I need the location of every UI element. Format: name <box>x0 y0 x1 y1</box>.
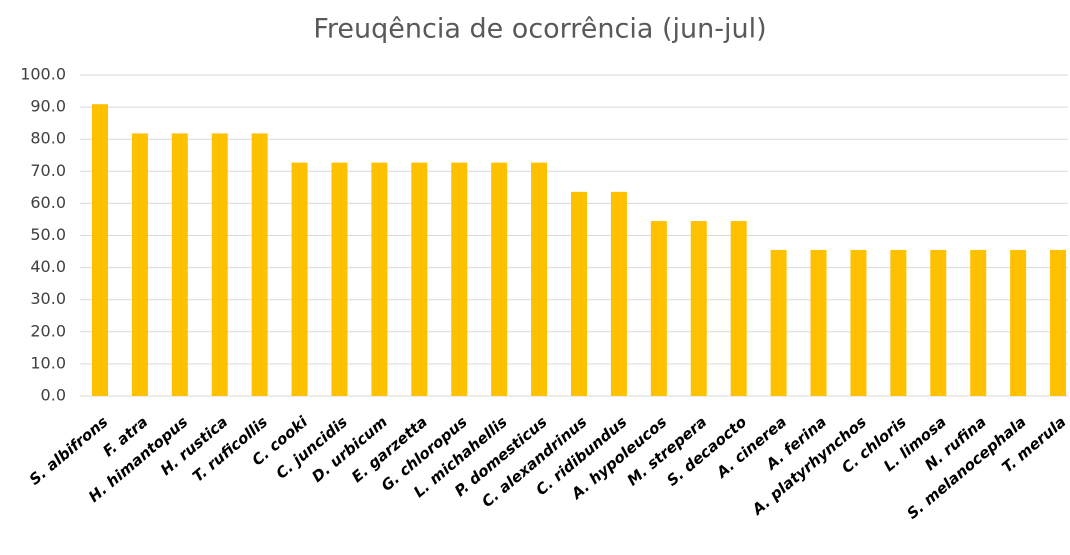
bar <box>1050 249 1067 396</box>
bar <box>291 162 308 396</box>
bar <box>491 162 508 396</box>
bar <box>970 249 987 396</box>
bar <box>770 249 787 396</box>
bar <box>690 221 707 396</box>
bar <box>251 133 268 396</box>
bar <box>890 249 907 396</box>
bar <box>131 133 148 396</box>
bar <box>1010 249 1027 396</box>
bar <box>371 162 388 396</box>
bar <box>650 221 667 396</box>
x-tick-label: S. albifrons <box>26 413 112 489</box>
bar <box>171 133 188 396</box>
y-tick-label: 20.0 <box>30 321 66 340</box>
bar <box>331 162 348 396</box>
bar <box>730 221 747 396</box>
y-tick-label: 70.0 <box>30 161 66 180</box>
y-tick-label: 0.0 <box>41 386 66 405</box>
y-tick-label: 10.0 <box>30 353 66 372</box>
bar <box>810 249 827 396</box>
chart-title: Freuqência de ocorrência (jun-jul) <box>313 14 766 45</box>
y-tick-label: 90.0 <box>30 97 66 116</box>
y-tick-label: 80.0 <box>30 129 66 148</box>
bar <box>211 133 228 396</box>
bar <box>850 249 867 396</box>
bar <box>571 191 587 396</box>
bar <box>610 191 627 396</box>
bar <box>451 162 468 396</box>
bar <box>91 104 108 396</box>
bar <box>930 249 947 396</box>
bar <box>411 162 428 396</box>
y-tick-label: 40.0 <box>30 257 66 276</box>
y-tick-label: 30.0 <box>30 289 66 308</box>
y-tick-label: 50.0 <box>30 225 66 244</box>
y-tick-label: 100.0 <box>20 65 66 84</box>
bar <box>531 162 548 396</box>
y-tick-label: 60.0 <box>30 193 66 212</box>
